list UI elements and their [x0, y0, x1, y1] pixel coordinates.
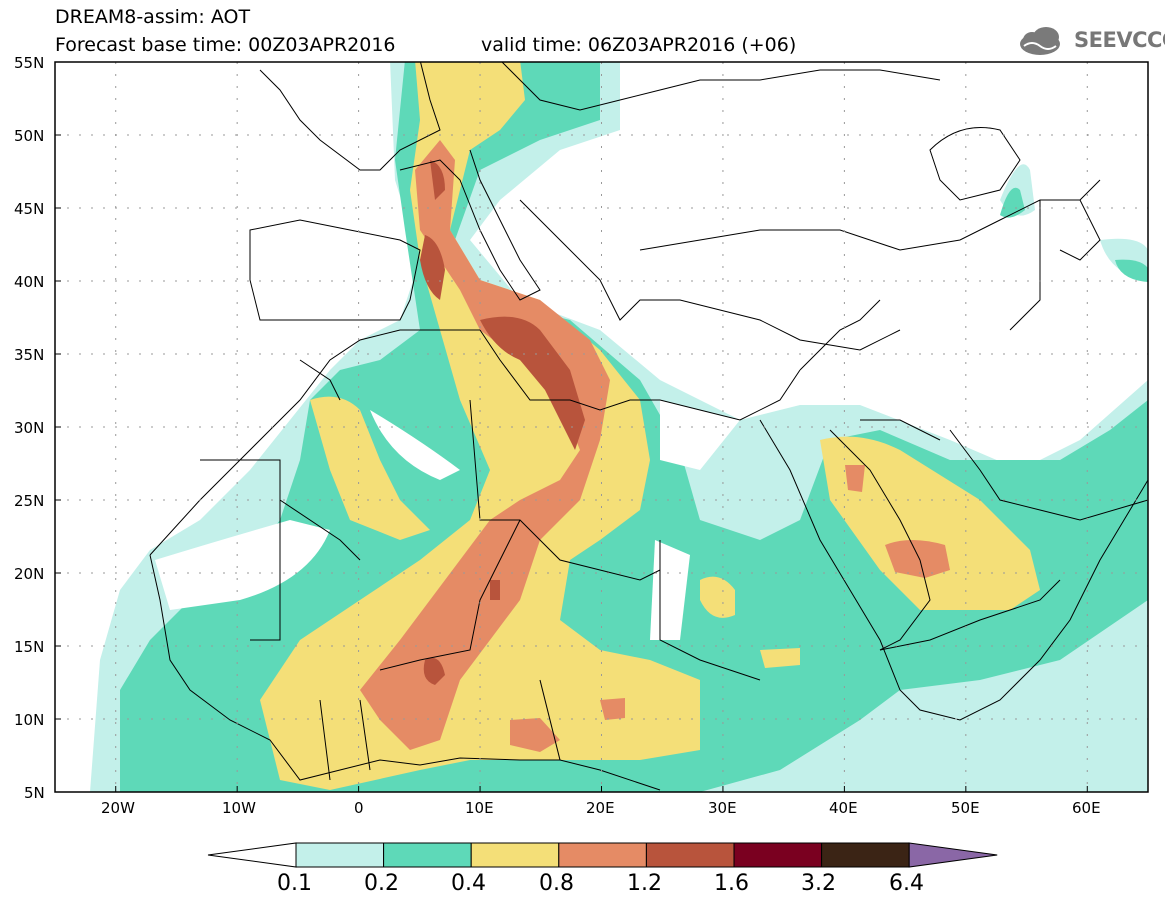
colorbar-segment: [733, 842, 823, 868]
colorbar-label: 0.8: [539, 871, 574, 896]
colorbar-label: 0.2: [364, 871, 399, 896]
lat-tick-label: 50N: [14, 127, 45, 145]
lon-tick-label: 0: [354, 799, 364, 817]
colorbar-label: 3.2: [801, 871, 836, 896]
lon-tick-label: 60E: [1072, 799, 1101, 817]
colorbar-label: 1.6: [714, 871, 749, 896]
gridlines: [55, 62, 1148, 792]
lat-tick-label: 45N: [14, 200, 45, 218]
lon-tick-label: 10E: [465, 799, 494, 817]
valid-time: valid time: 06Z03APR2016 (+06): [481, 34, 797, 56]
colorbar-segment: [645, 842, 735, 868]
colorbar-segment: [821, 842, 910, 868]
colorbar-label: 0.4: [451, 871, 486, 896]
aot-band-0.8: [360, 140, 950, 752]
colorbar-segment: [383, 842, 472, 868]
map-title: DREAM8-assim: AOT: [55, 6, 251, 28]
colorbar: [207, 842, 998, 868]
colorbar-overflow-triangle: [908, 842, 998, 868]
lat-tick-label: 55N: [14, 54, 45, 72]
lon-tick-label: 30E: [708, 799, 737, 817]
colorbar-label: 0.1: [277, 871, 312, 896]
colorbar-segment: [470, 842, 560, 868]
lon-tick-label: 40E: [829, 799, 858, 817]
colorbar-label: 1.2: [627, 871, 662, 896]
lon-tick-label: 10W: [222, 799, 256, 817]
lat-tick-label: 35N: [14, 346, 45, 364]
colorbar-underflow-triangle: [207, 842, 297, 868]
lat-tick-label: 20N: [14, 565, 45, 583]
lat-tick-label: 25N: [14, 492, 45, 510]
lon-tick-label: 50E: [951, 799, 980, 817]
forecast-base-time: Forecast base time: 00Z03APR2016: [55, 34, 396, 56]
seevccc-logo: [1020, 27, 1060, 55]
colorbar-label: 6.4: [889, 871, 924, 896]
aot-band-1.2: [420, 160, 585, 685]
colorbar-segment: [558, 842, 647, 868]
axis-ticks: [55, 134, 1088, 792]
cloud-icon: [1020, 27, 1060, 55]
lon-tick-label: 20E: [586, 799, 615, 817]
lat-tick-label: 15N: [14, 638, 45, 656]
logo-text: SEEVCCC: [1074, 28, 1165, 52]
lat-tick-label: 10N: [14, 711, 45, 729]
aot-band-0.4: [260, 62, 1040, 790]
lon-tick-label: 20W: [101, 799, 135, 817]
colorbar-segment: [295, 842, 385, 868]
coastlines: [149, 62, 1148, 791]
lat-tick-label: 5N: [24, 784, 45, 802]
lat-tick-label: 40N: [14, 273, 45, 291]
lat-tick-label: 30N: [14, 419, 45, 437]
